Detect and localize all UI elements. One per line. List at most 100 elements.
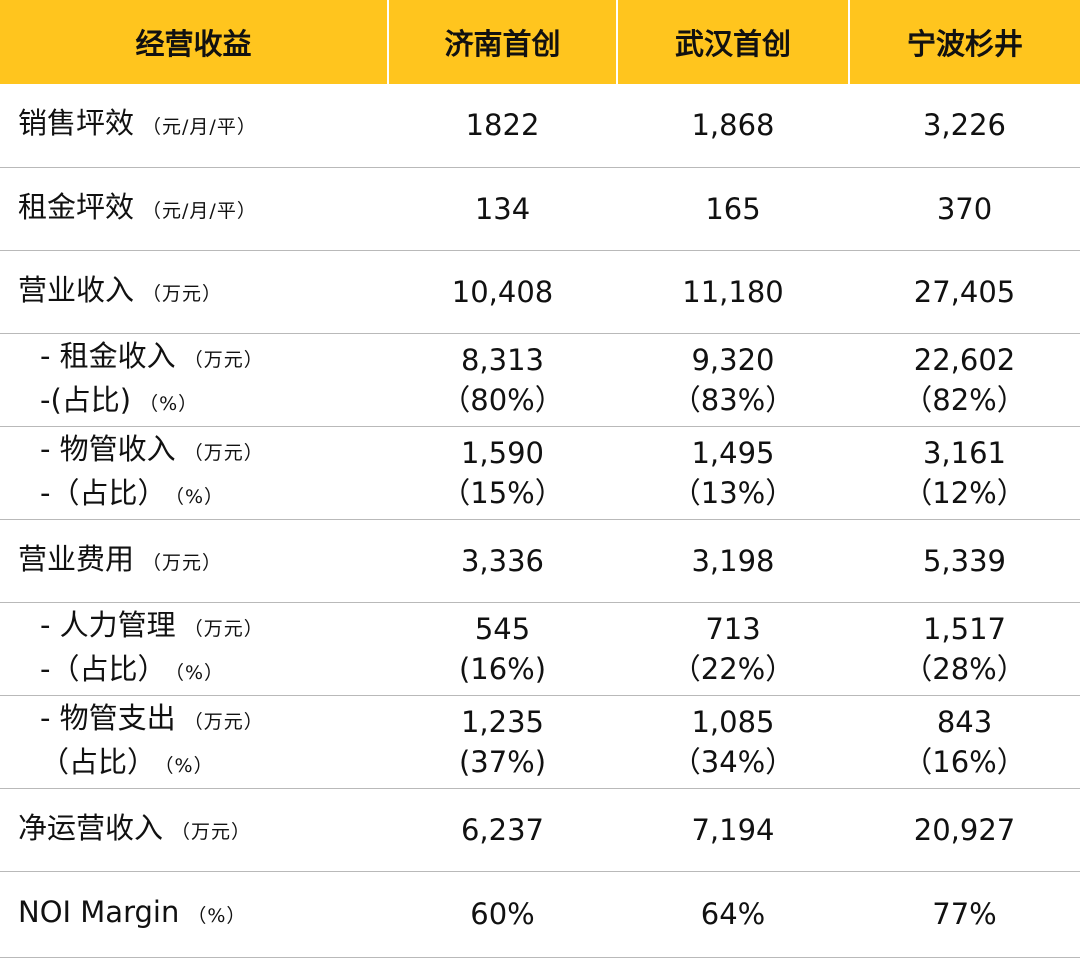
- cell-share: （28%）: [903, 651, 1026, 686]
- table-row-net-operating-income: 净运营收入 （万元） 6,237 7,194 20,927: [0, 788, 1080, 872]
- row-unit: （万元）: [142, 282, 223, 305]
- cell-value: 3,161: [922, 435, 1007, 470]
- cell-value: 1,085: [691, 704, 775, 739]
- cell-share: （13%）: [671, 475, 795, 510]
- cell-ningbo: 843 （16%）: [849, 695, 1080, 789]
- row-unit: （元/月/平）: [142, 199, 257, 222]
- cell-wuhan: 165: [617, 167, 849, 251]
- row-unit: （万元）: [183, 348, 264, 371]
- row-share-label: -(占比): [40, 382, 132, 417]
- cell-wuhan: 1,085 （34%）: [617, 695, 849, 789]
- cell-jinan: 134: [388, 167, 617, 251]
- cell-jinan: 6,237: [388, 788, 617, 872]
- cell-value: 713: [705, 611, 761, 646]
- row-label-line-1: - 租金收入 （万元）: [40, 336, 388, 380]
- row-label: 净运营收入 （万元）: [0, 788, 388, 872]
- row-unit: （元/月/平）: [142, 116, 257, 139]
- cell-jinan: 1,590 （15%）: [388, 426, 617, 520]
- cell-share: （34%）: [671, 744, 795, 779]
- cell-ningbo: 27,405: [849, 250, 1080, 334]
- row-unit: （万元）: [171, 820, 252, 843]
- cell-jinan: 545 (16%): [388, 602, 617, 696]
- cell-value: 1,495: [691, 435, 775, 470]
- row-label-text: 营业收入: [18, 272, 135, 307]
- table-row-rent-income: - 租金收入 （万元） -(占比) （%） 8,313 （80%） 9,320 （83%…: [0, 333, 1080, 427]
- cell-share: （16%）: [903, 744, 1026, 779]
- row-label: - 人力管理 （万元） -（占比） （%）: [0, 602, 388, 696]
- cell-value: 843: [936, 704, 993, 739]
- cell-share: （12%）: [903, 475, 1026, 510]
- cell-value: 1,590: [460, 435, 545, 470]
- row-label: 营业费用 （万元）: [0, 519, 388, 603]
- cell-jinan: 60%: [388, 871, 617, 958]
- table-row-operating-expenses: 营业费用 （万元） 3,336 3,198 5,339: [0, 519, 1080, 603]
- row-label-text: - 人力管理: [40, 607, 176, 642]
- cell-ningbo: 3,161 （12%）: [849, 426, 1080, 520]
- row-unit: （万元）: [142, 551, 223, 574]
- cell-ningbo: 3,226: [849, 84, 1080, 168]
- cell-jinan: 8,313 （80%）: [388, 333, 617, 427]
- cell-share: (37%): [458, 744, 547, 779]
- table-row-noi-margin: NOI Margin （%） 60% 64% 77%: [0, 871, 1080, 958]
- cell-value: 1,235: [460, 704, 545, 739]
- header-ningbo-shanjing: 宁波杉井: [848, 0, 1080, 84]
- cell-ningbo: 370: [849, 167, 1080, 251]
- row-label: NOI Margin （%）: [0, 871, 388, 958]
- row-label: - 租金收入 （万元） -(占比) （%）: [0, 333, 388, 427]
- row-label-text: 净运营收入: [18, 810, 164, 845]
- cell-share: （82%）: [903, 382, 1026, 417]
- table-row-labor-management: - 人力管理 （万元） -（占比） （%） 545 (16%) 713 （22%） 1,…: [0, 602, 1080, 696]
- cell-wuhan: 3,198: [617, 519, 849, 603]
- cell-share: (16%): [458, 651, 547, 686]
- row-label: - 物管收入 （万元） -（占比） （%）: [0, 426, 388, 520]
- row-share-label: （占比）: [40, 744, 157, 779]
- row-label-text: - 物管收入: [40, 431, 176, 466]
- cell-wuhan: 713 （22%）: [617, 602, 849, 696]
- row-unit: （万元）: [183, 441, 264, 464]
- table-row-operating-revenue: 营业收入 （万元） 10,408 11,180 27,405: [0, 250, 1080, 334]
- row-share-unit: （%）: [139, 392, 199, 415]
- cell-wuhan: 11,180: [617, 250, 849, 334]
- cell-ningbo: 22,602 （82%）: [849, 333, 1080, 427]
- cell-wuhan: 9,320 （83%）: [617, 333, 849, 427]
- row-label-text: - 租金收入: [40, 338, 176, 373]
- table-row-sales-per-sqm: 销售坪效 （元/月/平） 1822 1,868 3,226: [0, 84, 1080, 168]
- cell-value: 9,320: [691, 342, 775, 377]
- cell-ningbo: 1,517 （28%）: [849, 602, 1080, 696]
- cell-wuhan: 1,495 （13%）: [617, 426, 849, 520]
- row-label: 销售坪效 （元/月/平）: [0, 84, 388, 168]
- cell-wuhan: 64%: [617, 871, 849, 958]
- header-row: 经营收益 济南首创 武汉首创 宁波杉井: [0, 0, 1080, 84]
- row-label-line-2: -(占比) （%）: [40, 380, 388, 424]
- cell-wuhan: 7,194: [617, 788, 849, 872]
- cell-jinan: 10,408: [388, 250, 617, 334]
- row-label-line-1: - 人力管理 （万元）: [40, 605, 388, 649]
- cell-value: 545: [474, 611, 531, 646]
- row-share-unit: （%）: [174, 661, 225, 684]
- cell-share: （22%）: [671, 651, 795, 686]
- cell-value: 8,313: [460, 342, 545, 377]
- row-label: 租金坪效 （元/月/平）: [0, 167, 388, 251]
- row-unit: （%）: [187, 905, 247, 927]
- row-label: 营业收入 （万元）: [0, 250, 388, 334]
- table-row-property-mgmt-expense: - 物管支出 （万元） （占比） （%） 1,235 (37%) 1,085 （34%）…: [0, 695, 1080, 789]
- row-share-label: -（占比）: [40, 651, 167, 686]
- cell-share: （80%）: [441, 382, 564, 417]
- cell-share: （15%）: [441, 475, 564, 510]
- row-label-text: 营业费用: [18, 541, 135, 576]
- row-label-line-1: - 物管收入 （万元）: [40, 429, 388, 473]
- cell-ningbo: 20,927: [849, 788, 1080, 872]
- row-share-unit: （%）: [164, 754, 214, 777]
- row-label-text: 租金坪效: [18, 189, 135, 224]
- cell-jinan: 1822: [388, 84, 617, 168]
- row-label-text: - 物管支出: [40, 700, 176, 735]
- table-row-rent-per-sqm: 租金坪效 （元/月/平） 134 165 370: [0, 167, 1080, 251]
- table-row-property-mgmt-income: - 物管收入 （万元） -（占比） （%） 1,590 （15%） 1,495 （13%…: [0, 426, 1080, 520]
- row-label-text: NOI Margin: [18, 895, 180, 929]
- cell-value: 1,517: [922, 611, 1007, 646]
- header-wuhan-shouchuang: 武汉首创: [616, 0, 849, 84]
- row-unit: （万元）: [183, 710, 264, 733]
- cell-jinan: 1,235 (37%): [388, 695, 617, 789]
- cell-ningbo: 5,339: [849, 519, 1080, 603]
